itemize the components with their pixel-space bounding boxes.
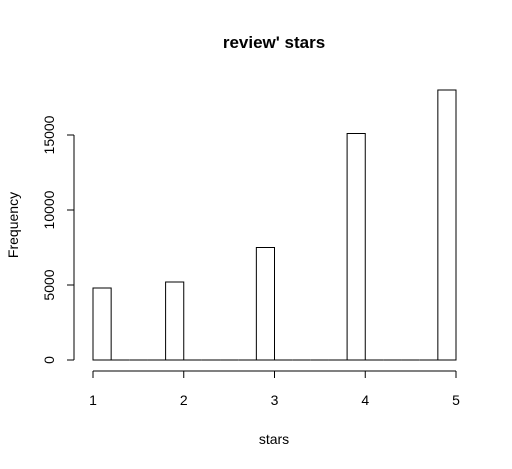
bars-group — [92, 89, 457, 361]
y-tick-label: 0 — [41, 356, 57, 364]
x-tick-label: 1 — [89, 392, 97, 408]
x-axis-label: stars — [259, 431, 289, 447]
histogram-bar — [346, 133, 366, 361]
x-tick-label: 2 — [180, 392, 188, 408]
y-axis: 0 5000 10000 15000 — [41, 115, 75, 364]
y-tick-label: 15000 — [41, 115, 57, 154]
x-tick-label: 5 — [452, 392, 460, 408]
y-tick-label: 10000 — [41, 190, 57, 229]
histogram-bar — [437, 89, 457, 361]
histogram-bar — [92, 287, 112, 361]
histogram-bar — [165, 281, 185, 361]
x-tick-label: 4 — [361, 392, 369, 408]
x-axis: 1 2 3 4 5 — [89, 370, 460, 408]
chart-title: review' stars — [223, 33, 325, 52]
x-tick-label: 3 — [271, 392, 279, 408]
histogram-bar — [255, 247, 276, 361]
y-tick-label: 5000 — [41, 269, 57, 300]
y-axis-label: Frequency — [5, 192, 21, 258]
